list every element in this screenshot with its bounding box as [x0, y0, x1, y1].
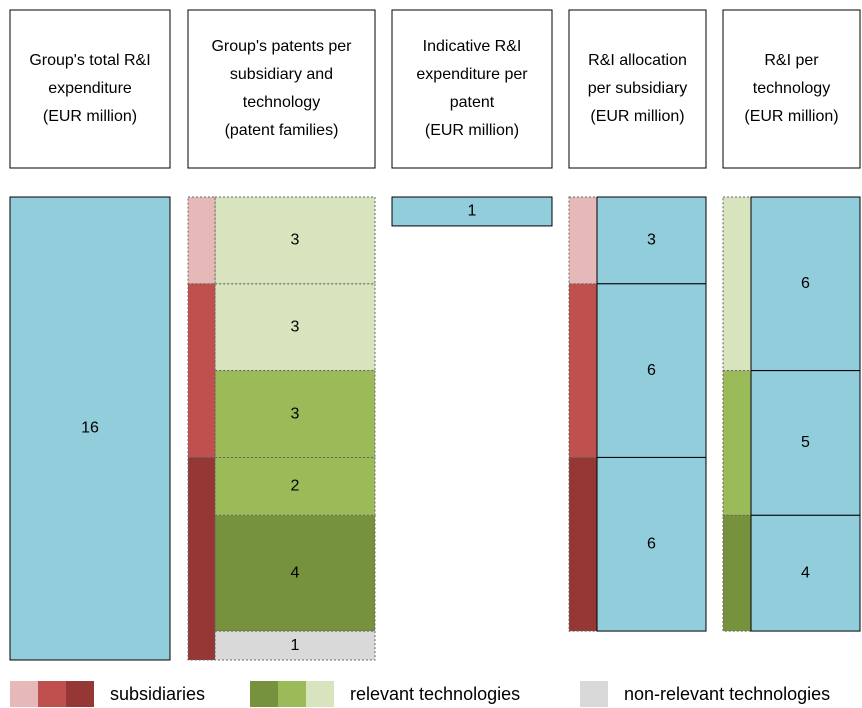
subsidiary-strip	[187, 196, 216, 285]
block	[214, 196, 376, 285]
block-value: 3	[291, 405, 300, 422]
block	[214, 456, 376, 516]
block-value: 2	[291, 478, 300, 495]
block-value: 4	[291, 564, 300, 581]
header-text: expenditure per	[416, 66, 528, 83]
block	[391, 196, 553, 227]
subsidiary-strip	[568, 456, 598, 632]
header-text: expenditure	[48, 80, 132, 97]
block	[596, 196, 707, 285]
header-text: Group's patents per	[211, 38, 352, 55]
legend-swatch	[38, 681, 66, 707]
header-text: Group's total R&I	[29, 52, 150, 69]
block	[214, 514, 376, 632]
block	[596, 283, 707, 458]
header-box	[187, 9, 376, 169]
block-value: 1	[291, 637, 300, 654]
subsidiary-strip	[187, 456, 216, 661]
header-text: subsidiary and	[230, 66, 333, 83]
block	[9, 196, 171, 661]
header-box	[9, 9, 171, 169]
legend-label: relevant technologies	[350, 684, 520, 704]
legend-swatch	[250, 681, 278, 707]
block-value: 5	[801, 434, 810, 451]
header-text: patent	[450, 94, 495, 111]
subsidiary-strip	[187, 283, 216, 458]
header-text: technology	[753, 80, 830, 97]
header-box	[391, 9, 553, 169]
block-value: 3	[291, 232, 300, 249]
subsidiary-strip	[568, 196, 598, 285]
block-value: 4	[801, 564, 810, 581]
block-value: 6	[647, 535, 656, 552]
block	[214, 283, 376, 372]
header-text: R&I allocation	[588, 52, 687, 69]
legend-swatch	[580, 681, 608, 707]
legend-swatch	[278, 681, 306, 707]
header-text: R&I per	[764, 52, 819, 69]
block	[596, 456, 707, 632]
header-text: Indicative R&I	[423, 38, 522, 55]
legend-swatch	[10, 681, 38, 707]
block	[214, 370, 376, 458]
block-value: 6	[801, 275, 810, 292]
block-value: 3	[647, 232, 656, 249]
block	[750, 196, 861, 372]
subsidiary-strip	[568, 283, 598, 458]
header-text: (EUR million)	[744, 108, 838, 125]
block	[750, 370, 861, 516]
legend-label: subsidiaries	[110, 684, 205, 704]
block	[214, 630, 376, 661]
header-text: (EUR million)	[43, 108, 137, 125]
technology-strip	[722, 514, 752, 632]
technology-strip	[722, 370, 752, 516]
header-text: (EUR million)	[425, 122, 519, 139]
legend-label: non-relevant technologies	[624, 684, 830, 704]
header-box	[568, 9, 707, 169]
block-value: 1	[468, 203, 477, 220]
block	[750, 514, 861, 632]
header-box	[722, 9, 861, 169]
block-value: 16	[81, 420, 99, 437]
technology-strip	[722, 196, 752, 372]
legend-swatch	[66, 681, 94, 707]
header-text: (EUR million)	[590, 108, 684, 125]
header-text: technology	[243, 94, 320, 111]
legend-swatch	[306, 681, 334, 707]
header-text: (patent families)	[225, 122, 339, 139]
header-text: per subsidiary	[588, 80, 688, 97]
block-value: 3	[291, 318, 300, 335]
block-value: 6	[647, 362, 656, 379]
